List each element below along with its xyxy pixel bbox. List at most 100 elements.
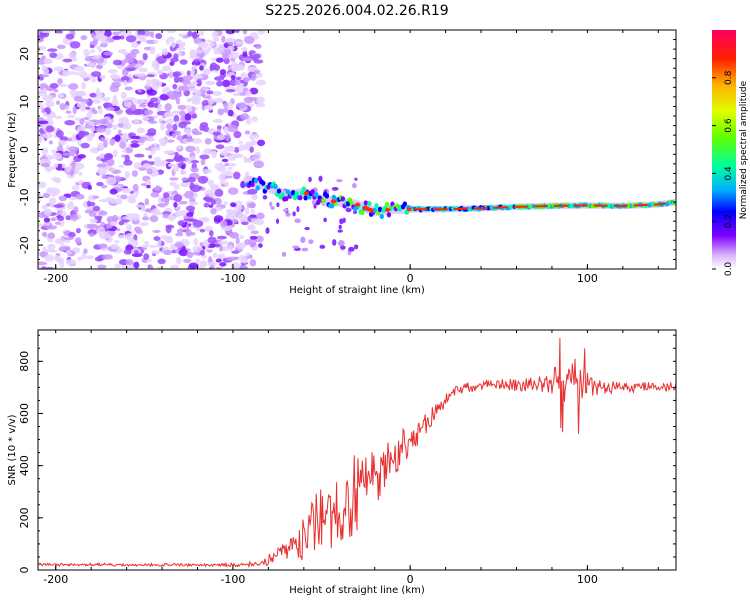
noise-speck — [77, 154, 86, 159]
noise-speck — [178, 248, 189, 257]
spec-ytick-label: 0 — [18, 146, 31, 153]
noise-speck — [318, 175, 323, 182]
colorbar-tick: 0.8 — [712, 70, 734, 85]
noise-speck — [122, 132, 129, 141]
noise-speck — [62, 58, 73, 63]
noise-speck — [175, 39, 182, 45]
noise-speck — [164, 103, 172, 111]
noise-speck — [163, 150, 174, 155]
noise-speck — [112, 59, 123, 66]
noise-speck — [294, 218, 301, 223]
noise-speck — [73, 65, 85, 72]
snr-y-label: SNR (10 * v/v) — [7, 414, 18, 485]
noise-speck — [253, 69, 261, 74]
noise-speck — [76, 126, 84, 132]
noise-speck — [166, 30, 177, 34]
noise-speck — [111, 81, 121, 88]
noise-speck — [253, 59, 264, 64]
noise-speck — [199, 228, 205, 233]
noise-speck — [151, 59, 159, 68]
noise-speck — [226, 101, 234, 110]
noise-speck — [242, 30, 248, 35]
noise-speck — [249, 235, 258, 240]
track-hot-spot — [331, 199, 337, 204]
noise-speck — [185, 137, 194, 143]
noise-speck — [68, 51, 77, 59]
noise-speck — [222, 170, 233, 177]
noise-speck — [41, 147, 49, 155]
noise-speck — [75, 228, 81, 234]
noise-speck — [185, 228, 192, 237]
snr-minor-ticks — [38, 330, 676, 571]
noise-speck — [255, 235, 264, 243]
noise-speck — [216, 134, 226, 141]
track-blob — [321, 197, 326, 204]
track-blob — [324, 193, 330, 199]
noise-speck — [221, 52, 229, 60]
noise-speck — [217, 108, 224, 116]
noise-speck — [120, 91, 127, 100]
noise-speck — [243, 36, 255, 45]
noise-speck — [224, 181, 230, 188]
colorbar-ticks: 0.0 0.2 0.4 0.6 0.8 — [712, 70, 734, 276]
noise-speck — [226, 256, 238, 261]
noise-speck — [199, 65, 204, 71]
noise-speck — [138, 104, 147, 108]
noise-speck — [112, 149, 118, 158]
colorbar-tick-label: 0.2 — [724, 214, 734, 228]
noise-speck — [106, 158, 115, 167]
noise-speck — [262, 195, 268, 200]
noise-speck — [193, 58, 200, 63]
noise-speck — [94, 30, 100, 34]
noise-speck — [197, 175, 209, 184]
noise-speck — [304, 226, 310, 231]
noise-speck — [231, 64, 241, 72]
noise-speck — [245, 158, 253, 164]
noise-speck — [197, 31, 205, 36]
noise-speck — [120, 34, 125, 40]
noise-speck — [253, 160, 265, 169]
colorbar-tick-label: 0.0 — [724, 262, 734, 277]
noise-speck — [74, 162, 85, 170]
noise-speck — [251, 73, 256, 82]
noise-speck — [210, 208, 217, 215]
track-blob — [298, 195, 303, 201]
noise-speck — [219, 262, 227, 267]
noise-speck — [176, 228, 184, 234]
noise-speck — [163, 112, 174, 118]
noise-speck — [118, 164, 125, 168]
noise-speck — [99, 43, 108, 48]
noise-speck — [53, 163, 59, 168]
noise-speck — [114, 134, 121, 142]
noise-speck — [89, 232, 95, 237]
noise-speck — [157, 103, 163, 111]
noise-speck — [97, 264, 107, 269]
noise-speck — [42, 67, 50, 75]
noise-speck — [79, 70, 88, 79]
noise-speck — [86, 136, 94, 142]
noise-speck — [150, 147, 161, 151]
noise-speck — [212, 252, 218, 259]
noise-speck — [129, 197, 137, 204]
noise-speck — [164, 197, 170, 206]
spec-ytick: -10 — [18, 188, 43, 206]
noise-speck — [144, 109, 154, 115]
noise-speck — [38, 120, 49, 125]
noise-speck — [157, 196, 163, 204]
noise-speck — [89, 44, 95, 49]
noise-speck — [73, 95, 83, 102]
noise-speck — [223, 102, 228, 108]
noise-speck — [38, 261, 48, 266]
noise-speck — [150, 97, 158, 103]
noise-speck — [108, 119, 114, 124]
noise-speck — [38, 181, 47, 189]
noise-speck — [137, 139, 146, 143]
noise-speck — [103, 51, 114, 56]
snr-ytick-label: 0 — [18, 567, 31, 574]
spec-ytick-label: 10 — [18, 95, 31, 109]
noise-speck — [133, 162, 142, 170]
noise-speck — [143, 213, 148, 217]
track-blob — [372, 207, 377, 213]
noise-speck — [53, 204, 64, 208]
noise-speck — [71, 184, 80, 191]
